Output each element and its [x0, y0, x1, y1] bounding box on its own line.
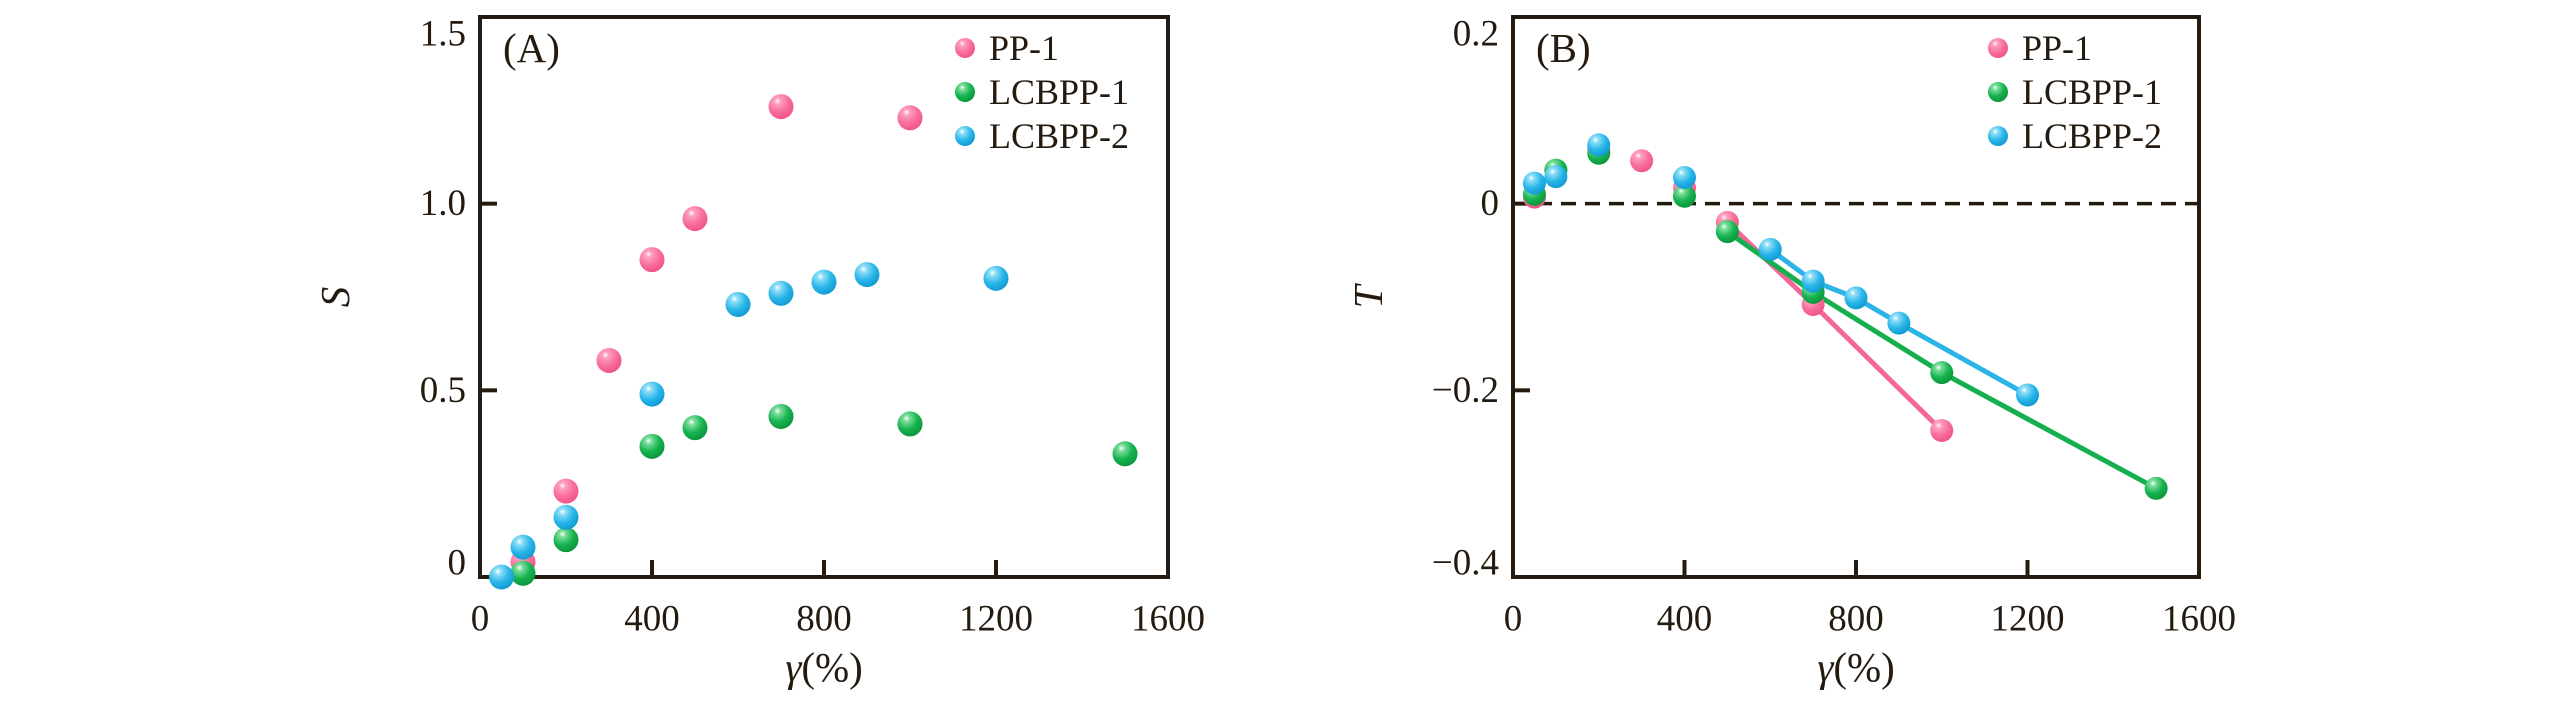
data-point-lcbpp-2 — [983, 265, 1009, 291]
x-tick-label: 1200 — [959, 599, 1033, 640]
x-tick-label: 800 — [796, 599, 852, 640]
x-tick-label: 400 — [1657, 599, 1713, 640]
axes-frame — [1511, 15, 2201, 579]
panel-label: (B) — [1536, 25, 1591, 71]
data-point-pp-1 — [553, 478, 579, 504]
y-tick-label: 1.5 — [420, 14, 466, 55]
data-point-lcbpp-2 — [639, 381, 665, 407]
y-axis-title: S — [312, 287, 358, 308]
x-tick-label: 0 — [1504, 599, 1523, 640]
data-point-lcbpp-2 — [768, 280, 794, 306]
axes-frame — [478, 15, 1170, 579]
data-point-lcbpp-2 — [1522, 171, 1546, 195]
data-point-lcbpp-1 — [1715, 220, 1739, 244]
data-point-lcbpp-1 — [2144, 476, 2168, 500]
legend-marker-pp-1 — [1988, 38, 2008, 58]
data-point-lcbpp-1 — [1930, 361, 1954, 385]
data-point-lcbpp-2 — [854, 262, 880, 288]
x-axis-title: γ(%) — [785, 644, 863, 690]
data-point-lcbpp-1 — [639, 433, 665, 459]
y-tick-label: −0.4 — [1432, 543, 1499, 584]
x-axis-title: γ(%) — [1817, 644, 1895, 690]
data-point-lcbpp-1 — [682, 415, 708, 441]
panel-label: (A) — [503, 25, 560, 71]
y-tick-label: 0.2 — [1453, 14, 1499, 55]
data-point-lcbpp-2 — [1673, 166, 1696, 190]
data-point-pp-1 — [1930, 418, 1954, 442]
data-point-lcbpp-2 — [1844, 286, 1868, 310]
panel-b: 0 400 800 1200 16000.20−0.2−0.4(B)γ(%)TPP-1L… — [1345, 14, 2236, 691]
data-point-lcbpp-2 — [2016, 383, 2039, 407]
y-tick-label: 0 — [1481, 183, 1500, 224]
legend-label-lcbpp-2: LCBPP-2 — [2022, 116, 2162, 156]
data-point-lcbpp-1 — [553, 527, 579, 553]
data-point-lcbpp-1 — [510, 560, 536, 586]
legend-label-lcbpp-1: LCBPP-1 — [989, 72, 1129, 112]
legend-marker-lcbpp-2 — [1988, 126, 2008, 146]
data-point-lcbpp-2 — [1758, 237, 1782, 261]
legend-label-lcbpp-2: LCBPP-2 — [989, 116, 1129, 156]
data-point-lcbpp-2 — [510, 534, 536, 560]
data-point-lcbpp-1 — [768, 403, 794, 429]
legend-label-lcbpp-1: LCBPP-1 — [2022, 72, 2162, 112]
data-point-lcbpp-2 — [811, 269, 837, 295]
data-point-lcbpp-2 — [1587, 133, 1611, 157]
data-point-pp-1 — [682, 206, 708, 232]
legend-marker-lcbpp-1 — [1988, 82, 2008, 102]
x-tick-label: 0 — [471, 599, 490, 640]
x-tick-label: 1600 — [1131, 599, 1205, 640]
data-point-lcbpp-2 — [1544, 165, 1568, 189]
data-point-lcbpp-2 — [489, 564, 514, 590]
data-point-pp-1 — [1630, 149, 1654, 173]
data-point-pp-1 — [897, 105, 923, 131]
data-point-lcbpp-1 — [1112, 441, 1138, 467]
x-tick-label: 800 — [1828, 599, 1884, 640]
data-point-lcbpp-1 — [1673, 184, 1696, 208]
legend-label-pp-1: PP-1 — [989, 28, 1059, 68]
legend-marker-lcbpp-2 — [955, 126, 975, 146]
y-axis-title: T — [1345, 282, 1391, 308]
y-tick-label: 0 — [448, 543, 467, 584]
data-point-lcbpp-2 — [1887, 311, 1911, 335]
legend-label-pp-1: PP-1 — [2022, 28, 2092, 68]
x-tick-label: 1600 — [2162, 599, 2236, 640]
x-tick-label: 400 — [624, 599, 680, 640]
data-point-lcbpp-1 — [897, 411, 923, 437]
data-point-pp-1 — [768, 94, 794, 120]
y-tick-label: 0.5 — [420, 370, 466, 411]
series-line-lcbpp-1 — [1724, 229, 2159, 491]
data-point-pp-1 — [639, 247, 665, 273]
data-point-lcbpp-2 — [725, 291, 751, 317]
legend-marker-pp-1 — [955, 38, 975, 58]
legend-marker-lcbpp-1 — [955, 82, 975, 102]
data-point-lcbpp-2 — [553, 504, 579, 530]
y-tick-label: 1.0 — [420, 183, 466, 224]
x-tick-label: 1200 — [1991, 599, 2065, 640]
data-point-pp-1 — [596, 347, 622, 373]
data-point-lcbpp-2 — [1801, 269, 1825, 293]
y-tick-label: −0.2 — [1432, 370, 1499, 411]
